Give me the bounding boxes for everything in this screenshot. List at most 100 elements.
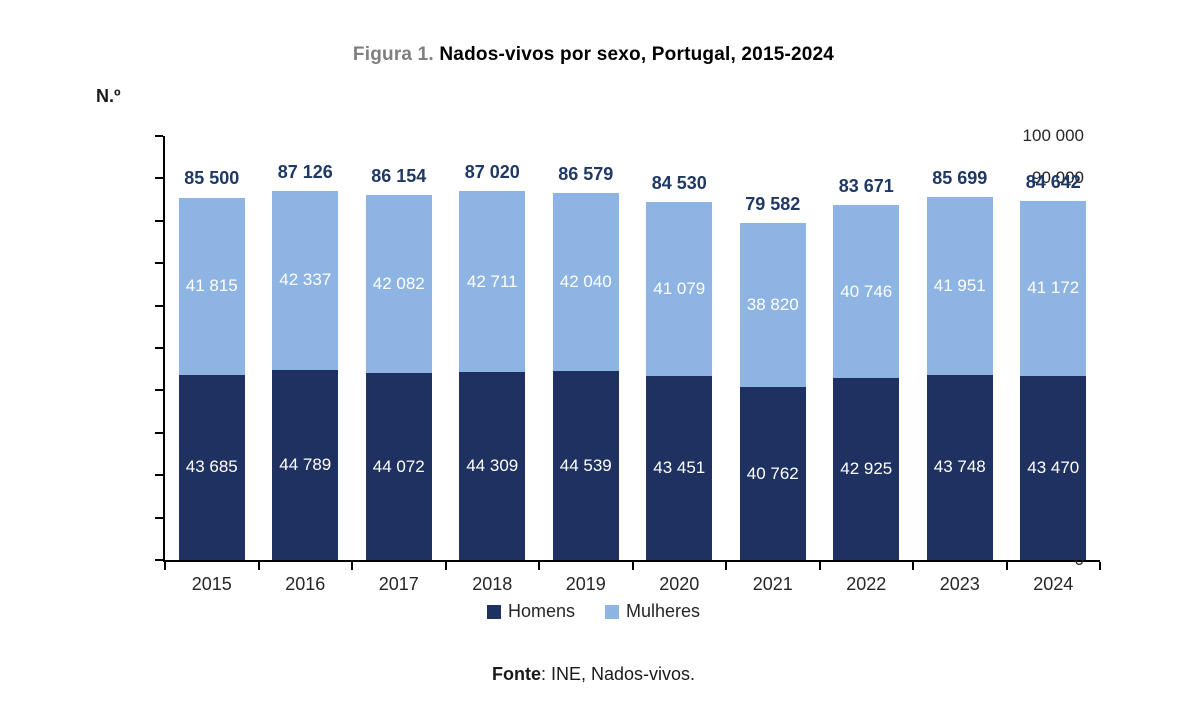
x-axis-line	[163, 560, 1100, 562]
bar-value-label-2018-mulheres: 42 711	[466, 271, 518, 291]
bar-value-label-2021-mulheres: 38 820	[746, 294, 799, 314]
plot-area: 010 00020 00030 00040 00050 00060 00070 …	[155, 126, 1101, 594]
bar-2019-mulheres	[552, 192, 619, 372]
bar-value-label-2015-mulheres: 41 815	[185, 276, 238, 296]
x-axis-tick	[1099, 562, 1101, 570]
x-axis-tick	[538, 562, 540, 570]
y-axis-tick	[155, 559, 163, 561]
x-axis-label-2022: 2022	[846, 574, 887, 594]
legend-item-mulheres: Mulheres	[605, 601, 700, 622]
bar-2018-mulheres	[459, 191, 526, 373]
bar-2017-mulheres	[365, 194, 432, 374]
bar-2015-homens	[178, 374, 245, 560]
bar-value-label-2021-homens: 40 762	[746, 463, 799, 483]
bar-2016-homens	[272, 370, 339, 560]
y-axis-tick-label: 100 000	[1022, 126, 1084, 145]
x-axis-tick	[725, 562, 727, 570]
legend-label-homens: Homens	[507, 601, 575, 621]
bar-2016-mulheres	[272, 190, 339, 371]
bar-2022-mulheres	[833, 205, 900, 378]
x-axis-label-2018: 2018	[472, 574, 513, 594]
y-axis-tick	[155, 347, 163, 349]
x-axis-tick	[631, 562, 634, 570]
bar-value-label-2019-homens: 44 539	[559, 455, 612, 475]
y-axis-tick	[155, 262, 163, 265]
y-axis-tick	[155, 177, 163, 180]
bar-2020-homens	[646, 375, 713, 560]
bar-value-label-2016-homens: 44 789	[279, 455, 332, 475]
bar-2021-mulheres	[739, 222, 806, 388]
y-axis-tick	[155, 474, 163, 477]
bar-value-label-2024-homens: 43 470	[1027, 457, 1080, 477]
chart-title: Figura 1. Nados-vivos por sexo, Portugal…	[0, 44, 1187, 66]
x-axis-label-2023: 2023	[939, 574, 980, 594]
bar-value-label-2022-homens: 42 925	[840, 458, 893, 478]
bar-total-label-2017: 86 154	[371, 165, 427, 186]
bar-2023-mulheres	[926, 196, 993, 375]
bar-total-label-2020: 84 530	[651, 172, 707, 193]
bar-value-label-2023-homens: 43 748	[933, 457, 986, 477]
source-note-label: Fonte	[491, 664, 541, 684]
y-axis-tick	[155, 389, 163, 392]
y-axis-tick	[155, 304, 163, 307]
bar-total-label-2016: 87 126	[277, 161, 333, 182]
bar-total-label-2024: 84 642	[1025, 172, 1081, 193]
bar-value-label-2019-mulheres: 42 040	[559, 272, 612, 292]
bar-value-label-2017-homens: 44 072	[372, 456, 425, 476]
legend: Homens Mulheres	[0, 601, 1187, 622]
bar-value-label-2017-mulheres: 42 082	[372, 273, 425, 293]
y-axis-unit-label: N.º	[96, 86, 121, 106]
bar-2024-homens	[1020, 375, 1087, 560]
bar-2018-homens	[459, 372, 526, 560]
x-axis-tick	[257, 562, 260, 570]
x-axis-tick	[351, 562, 353, 570]
bar-value-label-2023-mulheres: 41 951	[933, 275, 986, 295]
bar-total-label-2021: 79 582	[745, 193, 801, 214]
bar-total-label-2015: 85 500	[184, 168, 240, 189]
x-axis-label-2016: 2016	[285, 574, 326, 594]
legend-item-homens: Homens	[486, 601, 575, 622]
source-note: Fonte: INE, Nados-vivos.	[0, 664, 1187, 685]
x-axis-label-2020: 2020	[659, 574, 700, 594]
x-axis-tick	[912, 562, 914, 570]
x-axis-label-2015: 2015	[191, 574, 232, 594]
bar-value-label-2018-homens: 44 309	[466, 456, 519, 476]
bar-value-label-2020-mulheres: 41 079	[653, 278, 706, 298]
x-axis-tick	[164, 562, 166, 570]
bar-2017-homens	[365, 373, 432, 560]
bar-2015-mulheres	[178, 197, 245, 375]
y-axis-tick	[155, 219, 163, 222]
y-axis-tick	[155, 135, 163, 137]
y-axis-tick-label: 90 000	[1032, 168, 1084, 188]
y-axis-tick	[155, 431, 163, 434]
bar-value-label-2024-mulheres: 41 172	[1027, 278, 1080, 298]
x-axis-tick	[444, 562, 447, 570]
bar-2020-mulheres	[646, 201, 713, 376]
x-axis-label-2024: 2024	[1033, 574, 1074, 594]
x-axis-label-2021: 2021	[752, 574, 793, 594]
bar-2022-homens	[833, 378, 900, 560]
legend-label-mulheres: Mulheres	[626, 601, 701, 621]
legend-swatch-mulheres	[605, 604, 619, 619]
chart-title-main: Nados-vivos por sexo, Portugal, 2015-202…	[439, 44, 835, 65]
bar-value-label-2020-homens: 43 451	[653, 457, 706, 477]
x-axis-tick	[818, 562, 821, 570]
bar-2024-mulheres	[1020, 201, 1087, 376]
legend-swatch-homens	[486, 604, 501, 619]
bar-value-label-2022-mulheres: 40 746	[840, 281, 893, 301]
source-note-text: : INE, Nados-vivos.	[540, 664, 696, 684]
bar-value-label-2016-mulheres: 42 337	[279, 270, 332, 290]
bar-2023-homens	[926, 374, 993, 560]
x-axis-label-2019: 2019	[565, 574, 606, 594]
x-axis-label-2017: 2017	[378, 574, 419, 594]
bar-total-label-2023: 85 699	[932, 167, 988, 188]
x-axis-tick	[1005, 562, 1008, 570]
bar-total-label-2022: 83 671	[838, 176, 894, 197]
y-axis-tick	[155, 516, 163, 519]
bar-2021-homens	[739, 387, 806, 560]
bar-total-label-2018: 87 020	[464, 162, 520, 183]
bar-2019-homens	[552, 371, 619, 560]
bar-value-label-2015-homens: 43 685	[185, 457, 238, 477]
bar-total-label-2019: 86 579	[558, 163, 614, 184]
